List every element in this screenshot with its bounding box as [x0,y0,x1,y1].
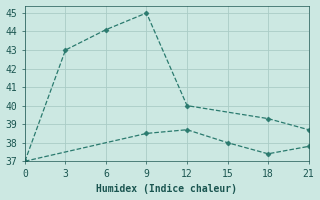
X-axis label: Humidex (Indice chaleur): Humidex (Indice chaleur) [96,184,237,194]
